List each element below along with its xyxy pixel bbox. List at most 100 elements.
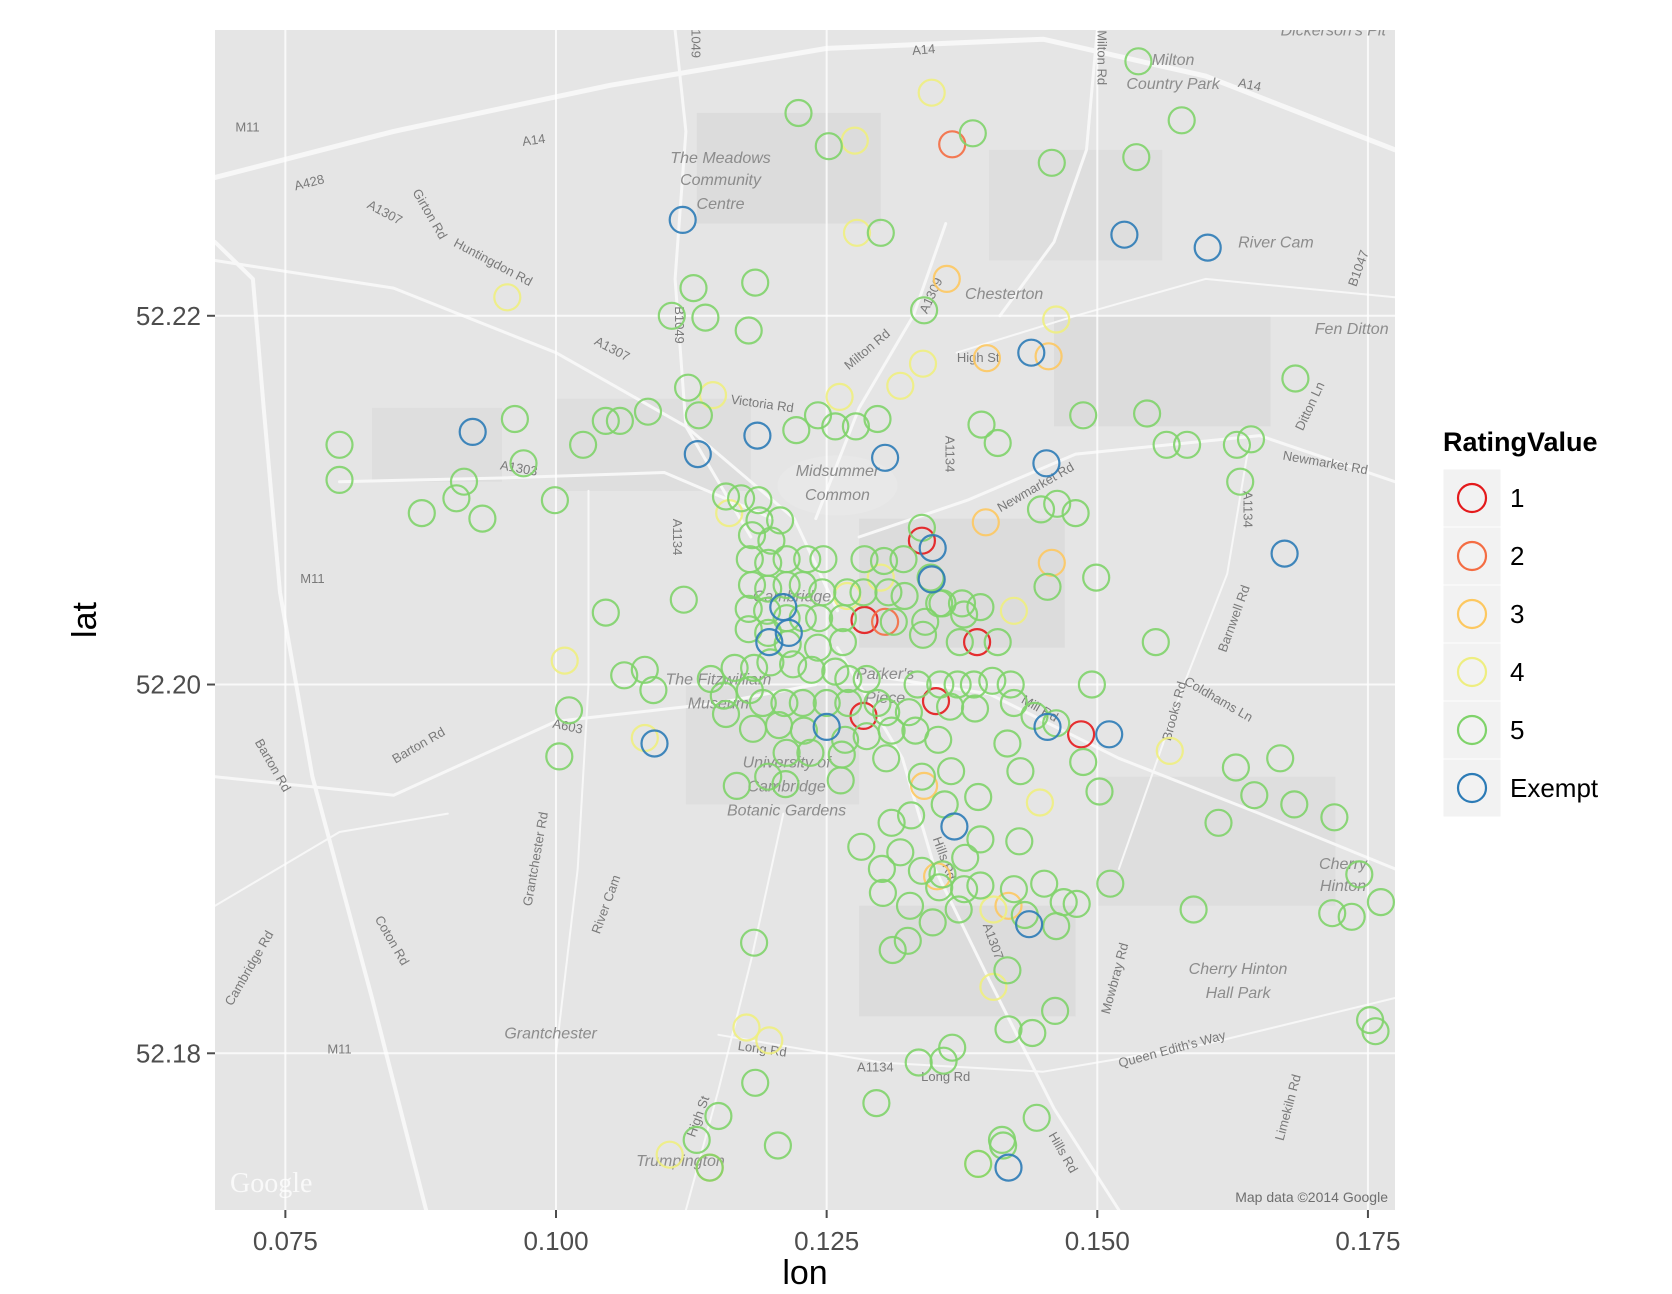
data-point-rating-5 xyxy=(1069,747,1098,777)
map-attribution: Map data ©2014 Google xyxy=(1235,1189,1388,1205)
x-tick-label: 0.150 xyxy=(1065,1226,1130,1256)
data-point-rating-exempt xyxy=(994,1153,1023,1182)
map-urban-area xyxy=(371,407,502,482)
data-point-rating-1 xyxy=(921,686,951,716)
data-point-rating-5 xyxy=(726,484,756,513)
google-watermark: Google xyxy=(230,1168,312,1199)
data-point-rating-5 xyxy=(872,744,901,773)
data-point-rating-5 xyxy=(741,268,770,297)
data-point-rating-5 xyxy=(669,585,698,614)
data-point-rating-5 xyxy=(711,482,741,511)
data-point-rating-4 xyxy=(825,382,854,411)
data-point-rating-exempt xyxy=(743,421,772,450)
data-point-rating-5 xyxy=(909,296,939,325)
data-point-rating-5 xyxy=(1006,757,1035,786)
data-point-rating-5 xyxy=(964,1149,993,1179)
map-road-label: Long Rd xyxy=(737,1038,788,1060)
data-point-rating-2 xyxy=(870,607,900,636)
legend-key xyxy=(1442,584,1502,644)
data-point-rating-5 xyxy=(734,615,763,644)
data-point-rating-5 xyxy=(1042,911,1071,941)
data-point-rating-5 xyxy=(821,412,850,441)
map-place-label: Milton xyxy=(1152,52,1195,69)
map-road xyxy=(868,673,1395,871)
data-point-rating-exempt xyxy=(1110,220,1139,249)
data-point-rating-5 xyxy=(591,406,620,435)
data-point-rating-4 xyxy=(1155,736,1184,766)
data-point-rating-5 xyxy=(1172,430,1202,459)
data-point-rating-5 xyxy=(684,401,714,430)
data-point-rating-5 xyxy=(1062,889,1091,919)
data-point-rating-5 xyxy=(895,891,925,920)
map-road-label: A14 xyxy=(521,131,546,149)
data-point-rating-4 xyxy=(550,646,579,675)
data-point-rating-5 xyxy=(966,871,995,900)
map-place-label: Grantchester xyxy=(504,1026,597,1043)
legend-key-symbol xyxy=(1456,540,1488,572)
map-road xyxy=(215,259,839,613)
data-point-rating-5 xyxy=(442,484,471,513)
legend: RatingValue 1 2 3 4 5 Exempt xyxy=(1442,427,1599,818)
data-point-rating-5 xyxy=(734,316,763,345)
map-urban-area xyxy=(1053,315,1271,427)
data-point-rating-5 xyxy=(1221,753,1251,782)
data-point-rating-5 xyxy=(630,655,659,684)
map-place-label: The Meadows xyxy=(670,150,771,167)
data-point-rating-5 xyxy=(904,1048,933,1077)
data-point-rating-5 xyxy=(945,627,974,657)
data-point-rating-5 xyxy=(866,218,895,247)
data-point-rating-exempt xyxy=(1033,712,1062,742)
map-road-label: B1049 xyxy=(688,20,703,58)
map-place-label: University of xyxy=(743,755,833,772)
data-point-rating-5 xyxy=(1122,143,1151,172)
data-point-rating-5 xyxy=(711,699,741,729)
map-place-label: Botanic Gardens xyxy=(727,802,846,819)
data-point-rating-5 xyxy=(999,688,1029,718)
data-point-rating-5 xyxy=(911,607,940,636)
map-road-label: M11 xyxy=(327,1041,351,1056)
data-point-rating-5 xyxy=(951,843,980,872)
data-point-rating-5 xyxy=(325,465,354,494)
data-point-rating-4 xyxy=(732,1013,761,1042)
data-point-rating-exempt xyxy=(458,417,487,446)
data-point-rating-5 xyxy=(1204,808,1233,837)
map-road-label: A1303 xyxy=(499,457,539,478)
map-place-label: Midsummer xyxy=(796,463,880,480)
data-point-rating-5 xyxy=(828,604,858,633)
grid-lines xyxy=(215,30,1395,1210)
data-point-rating-3 xyxy=(972,344,1002,373)
data-point-rating-5 xyxy=(874,578,903,607)
map-place-label: River Cam xyxy=(1238,235,1314,252)
data-point-rating-5 xyxy=(1018,1018,1047,1048)
data-point-rating-exempt xyxy=(755,627,784,657)
data-point-rating-exempt xyxy=(870,443,900,472)
x-tick-label: 0.175 xyxy=(1335,1226,1400,1256)
data-point-rating-5 xyxy=(782,416,811,445)
data-point-rating-5 xyxy=(682,1125,711,1155)
data-point-rating-5 xyxy=(809,545,838,574)
data-point-rating-5 xyxy=(1026,495,1056,524)
legend-title: RatingValue xyxy=(1443,427,1598,457)
data-point-rating-5 xyxy=(591,598,620,627)
data-points xyxy=(325,47,1395,1182)
data-point-rating-3 xyxy=(1037,548,1066,577)
data-point-rating-5 xyxy=(771,769,800,799)
data-point-rating-5 xyxy=(500,404,530,434)
data-point-rating-5 xyxy=(797,655,826,684)
data-point-rating-5 xyxy=(1069,401,1098,430)
data-point-rating-exempt xyxy=(917,565,946,594)
data-point-rating-5 xyxy=(907,856,937,885)
data-point-rating-exempt xyxy=(1014,910,1044,939)
data-point-rating-5 xyxy=(1281,364,1310,393)
map-road-label: M11 xyxy=(235,119,259,134)
data-point-rating-5 xyxy=(890,581,919,611)
data-point-rating-5 xyxy=(657,301,686,330)
data-point-rating-5 xyxy=(639,675,668,705)
data-point-rating-5 xyxy=(468,504,497,533)
x-tick-label: 0.075 xyxy=(253,1226,318,1256)
data-point-rating-5 xyxy=(983,627,1012,657)
map-place-label: Community xyxy=(680,172,762,189)
data-point-rating-5 xyxy=(509,449,538,478)
map-urban-area xyxy=(859,905,1076,1017)
data-point-rating-5 xyxy=(449,467,479,496)
